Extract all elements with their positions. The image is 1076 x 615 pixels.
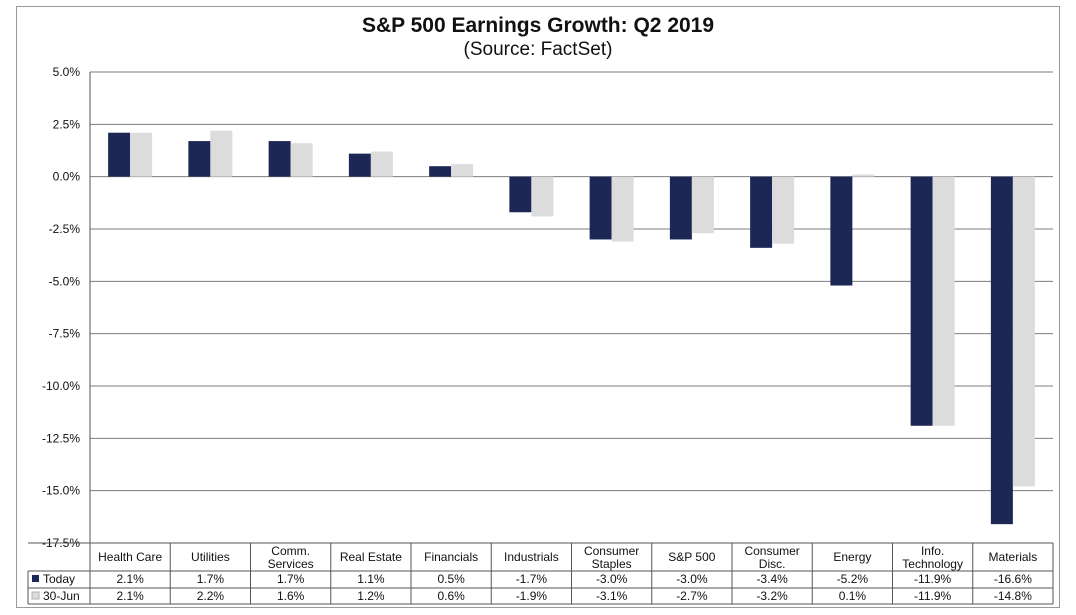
data-label: -3.0% [676,572,708,586]
category-label: Staples [592,557,632,571]
bar-30-jun [290,143,313,177]
bar-30-jun [1012,176,1035,487]
bar-today [589,176,612,240]
chart-frame [16,6,1060,608]
bar-today [750,176,773,248]
legend-key-30-jun [31,591,40,600]
bar-30-jun [531,176,554,217]
legend-label: Today [43,572,75,586]
category-label: Financials [424,550,478,564]
data-label: 1.1% [357,572,385,586]
y-tick-label: 2.5% [53,117,81,131]
bar-today [669,176,692,240]
bar-today [910,176,933,426]
bar-today [348,153,371,177]
y-tick-label: 0.0% [53,170,81,184]
category-label: Services [268,557,314,571]
y-tick-label: -10.0% [42,379,80,393]
data-label: -3.0% [596,572,628,586]
category-label: Real Estate [340,550,402,564]
data-label: 1.6% [277,589,305,603]
legend-key-today [32,575,39,582]
data-label: 0.6% [437,589,465,603]
data-label: -11.9% [914,572,951,586]
data-label: -1.9% [516,589,548,603]
data-label: -11.9% [914,589,951,603]
data-label: -2.7% [676,589,708,603]
category-label: S&P 500 [668,550,715,564]
y-tick-label: -15.0% [42,484,80,498]
bar-today [268,141,291,177]
bar-30-jun [370,151,393,177]
bar-30-jun [691,176,714,234]
data-label: 1.7% [277,572,305,586]
category-label: Comm. [271,544,310,558]
bar-today [188,141,211,177]
legend-label: 30-Jun [43,589,80,603]
y-tick-label: -12.5% [42,431,80,445]
data-label: -14.8% [994,589,1032,603]
bar-today [830,176,853,286]
data-label: 0.1% [839,589,867,603]
category-label: Utilities [191,550,230,564]
data-label: -3.4% [756,572,788,586]
bar-today [429,166,452,177]
category-label: Materials [989,550,1038,564]
category-label: Info. [921,544,944,558]
y-tick-label: 5.0% [53,65,81,79]
y-tick-label: -7.5% [49,327,81,341]
bar-30-jun [210,130,233,177]
bar-today [990,176,1013,525]
data-label: 1.7% [197,572,225,586]
data-label: 2.1% [116,572,144,586]
data-label: 2.2% [197,589,225,603]
data-label: -5.2% [837,572,869,586]
bar-30-jun [772,176,795,244]
category-label: Energy [833,550,871,564]
data-label: -3.1% [596,589,628,603]
category-label: Consumer [584,544,639,558]
data-label: -16.6% [994,572,1032,586]
bar-30-jun [852,174,875,177]
data-label: -3.2% [756,589,788,603]
category-label: Technology [902,557,963,571]
y-tick-label: -2.5% [49,222,81,236]
category-label: Consumer [744,544,799,558]
data-label: 1.2% [357,589,385,603]
category-label: Disc. [759,557,786,571]
bar-30-jun [932,176,955,426]
data-label: 0.5% [437,572,465,586]
bar-today [108,132,131,177]
chart-title: S&P 500 Earnings Growth: Q2 2019 [361,14,715,37]
data-label: -1.7% [516,572,548,586]
chart-subtitle: (Source: FactSet) [463,39,613,60]
y-tick-label: -5.0% [49,274,81,288]
category-label: Industrials [504,550,559,564]
bar-30-jun [130,132,153,177]
bar-30-jun [611,176,634,242]
bar-today [509,176,532,213]
data-label: 2.1% [116,589,144,603]
category-label: Health Care [98,550,162,564]
bar-30-jun [451,164,474,177]
